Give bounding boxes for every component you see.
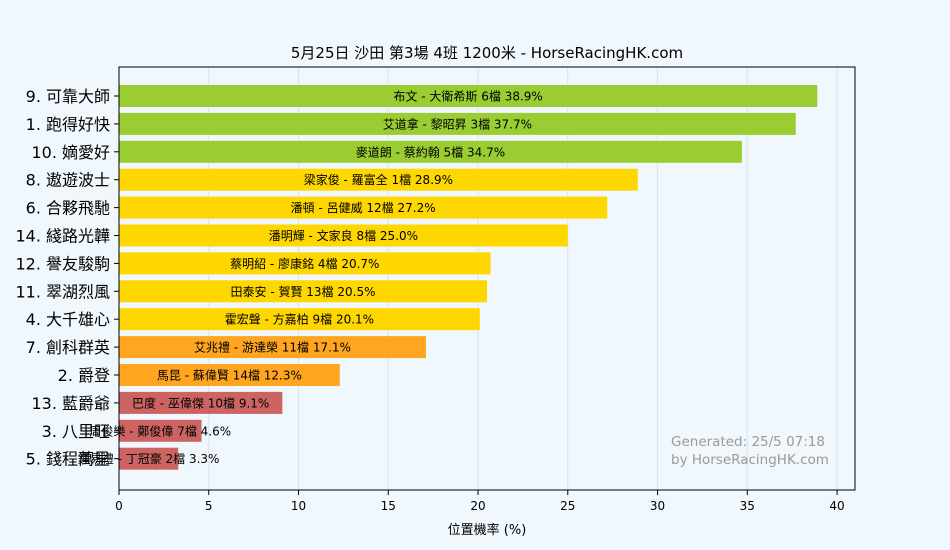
horse-name-label: 14. 綫路光韡	[15, 227, 110, 246]
horse-name-label: 12. 譽友駿駒	[15, 254, 110, 273]
bar-data-label: 梁家俊 - 羅富全 1檔 28.9%	[304, 172, 453, 187]
horse-name-label: 9. 可靠大師	[26, 87, 110, 106]
bar	[119, 252, 491, 275]
bar-data-label: 艾兆禮 - 游達榮 11檔 17.1%	[194, 341, 351, 355]
bar	[119, 168, 638, 191]
bar	[119, 224, 568, 247]
x-tick-label: 15	[381, 499, 396, 513]
bar-data-label: 蔡明紹 - 廖康銘 4檔 20.7%	[230, 256, 379, 271]
x-tick-label: 10	[291, 499, 306, 513]
bar-group: 布文 - 大衛希斯 6檔 38.9% 艾道拿 - 黎昭昇 3檔 37.7% 麥道朗 …	[78, 85, 818, 470]
bar-data-label: 馬昆 - 蘇偉賢 14檔 12.3%	[157, 369, 302, 383]
bar	[119, 280, 487, 303]
bar-data-label: 霍宏聲 - 方嘉柏 9檔 20.1%	[225, 312, 374, 327]
bar	[119, 196, 608, 219]
bar	[119, 140, 742, 163]
bar	[119, 308, 480, 331]
horse-name-label: 4. 大千雄心	[26, 310, 110, 329]
bar-data-label: 艾道拿 - 黎昭昇 3檔 37.7%	[383, 116, 532, 131]
horse-name-label: 8. 遨遊波士	[26, 171, 110, 190]
grid-lines	[118, 67, 838, 490]
bar	[119, 391, 283, 414]
bar-data-label: 潘頓 - 呂健威 12檔 27.2%	[291, 201, 436, 215]
chart-title: 5月25日 沙田 第3場 4班 1200米 - HorseRacingHK.co…	[291, 44, 683, 62]
x-tick-label: 0	[115, 499, 123, 513]
bar	[119, 85, 818, 107]
x-tick-label: 35	[740, 499, 755, 513]
source-annotation: by HorseRacingHK.com	[671, 452, 829, 468]
bar-data-label: 潘明輝 - 文家良 8檔 25.0%	[269, 228, 418, 243]
generated-annotation: Generated: 25/5 07:18	[671, 434, 825, 450]
bar	[119, 419, 202, 442]
x-tick-label: 40	[829, 499, 844, 513]
x-tick-label: 20	[470, 499, 485, 513]
x-tick-label: 30	[650, 499, 665, 513]
x-axis-ticks: 0 5 10 15 20 25 30 35 40	[115, 490, 845, 513]
bar	[119, 336, 426, 359]
horse-name-label: 6. 合夥飛馳	[26, 199, 110, 218]
plot-frame	[118, 66, 856, 491]
bar	[119, 447, 179, 470]
bar-data-label: 鍾易禮 - 丁冠豪 2檔 3.3%	[78, 451, 220, 466]
horse-name-label: 13. 藍爵爺	[31, 394, 110, 413]
y-axis-labels: 9. 可靠大師 1. 跑得好快 10. 嫡愛好 8. 遨遊波士 6. 合夥飛馳 14. 綫…	[15, 87, 119, 469]
horse-name-label: 11. 翠湖烈風	[15, 282, 110, 301]
bar	[119, 112, 796, 135]
bar	[119, 364, 340, 386]
horse-name-label: 10. 嫡愛好	[31, 143, 110, 162]
horse-name-label: 3. 八里旺	[42, 422, 110, 441]
x-tick-label: 25	[560, 499, 575, 513]
x-tick-label: 5	[205, 499, 213, 513]
bar-data-label: 周俊樂 - 鄭俊偉 7檔 4.6%	[89, 423, 231, 438]
horse-name-label: 7. 創科群英	[26, 338, 110, 357]
bar-data-label: 巴度 - 巫偉傑 10檔 9.1%	[132, 395, 269, 410]
horse-name-label: 5. 錢程萬里	[26, 450, 110, 469]
bar-data-label: 田泰安 - 賀賢 13檔 20.5%	[231, 284, 376, 299]
x-axis-title: 位置機率 (%)	[448, 522, 527, 538]
bar-data-label: 布文 - 大衛希斯 6檔 38.9%	[393, 89, 542, 104]
horse-name-label: 2. 爵登	[58, 366, 110, 385]
bar-data-label: 麥道朗 - 蔡約翰 5檔 34.7%	[356, 144, 505, 159]
horse-name-label: 1. 跑得好快	[26, 115, 110, 134]
